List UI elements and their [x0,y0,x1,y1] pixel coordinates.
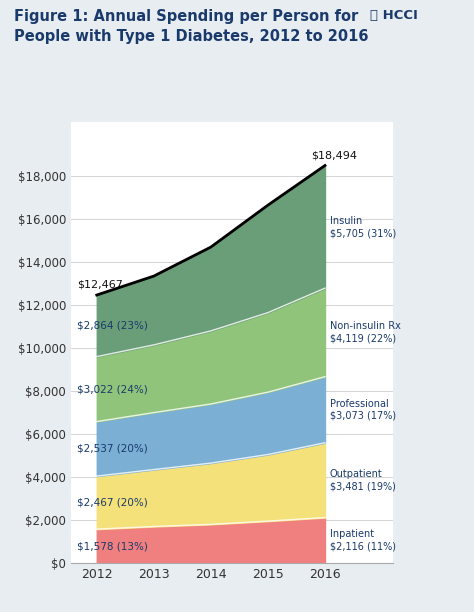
Text: Professional
$3,073 (17%): Professional $3,073 (17%) [329,398,396,421]
Text: $2,467 (20%): $2,467 (20%) [77,498,147,507]
Text: Ⓛ HCCI: Ⓛ HCCI [370,9,418,22]
Text: $2,864 (23%): $2,864 (23%) [77,321,148,331]
Text: $18,494: $18,494 [310,150,357,160]
Text: Non-insulin Rx
$4,119 (22%): Non-insulin Rx $4,119 (22%) [329,321,401,343]
Text: Figure 1: Annual Spending per Person for
People with Type 1 Diabetes, 2012 to 20: Figure 1: Annual Spending per Person for… [14,9,369,43]
Text: Insulin
$5,705 (31%): Insulin $5,705 (31%) [329,215,396,238]
Text: $1,578 (13%): $1,578 (13%) [77,541,148,551]
Text: $2,537 (20%): $2,537 (20%) [77,444,147,454]
Text: $3,022 (24%): $3,022 (24%) [77,384,147,394]
Text: Inpatient
$2,116 (11%): Inpatient $2,116 (11%) [329,529,395,551]
Text: Outpatient
$3,481 (19%): Outpatient $3,481 (19%) [329,469,395,491]
Text: $12,467: $12,467 [77,280,123,289]
